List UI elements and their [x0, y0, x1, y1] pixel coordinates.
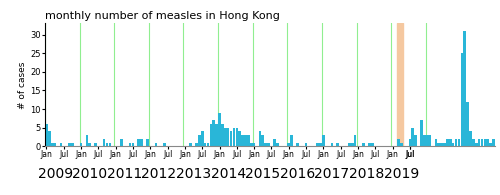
Bar: [155, 143, 158, 146]
Bar: [458, 139, 460, 146]
Bar: [408, 139, 411, 146]
Bar: [258, 131, 261, 146]
Bar: [400, 143, 402, 146]
Bar: [414, 135, 417, 146]
Bar: [412, 128, 414, 146]
Bar: [238, 131, 241, 146]
Bar: [204, 143, 206, 146]
Bar: [54, 143, 56, 146]
Bar: [103, 139, 106, 146]
Bar: [132, 143, 134, 146]
Bar: [490, 143, 492, 146]
Bar: [362, 143, 365, 146]
Bar: [464, 31, 466, 146]
Bar: [296, 143, 298, 146]
Bar: [434, 139, 437, 146]
Bar: [140, 139, 143, 146]
Bar: [480, 139, 484, 146]
Bar: [397, 139, 400, 146]
Bar: [484, 139, 486, 146]
Text: monthly number of measles in Hong Kong: monthly number of measles in Hong Kong: [45, 11, 280, 21]
Bar: [426, 135, 428, 146]
Bar: [429, 135, 432, 146]
Bar: [48, 131, 50, 146]
Bar: [469, 131, 472, 146]
Bar: [478, 139, 480, 146]
Bar: [460, 53, 463, 146]
Bar: [230, 131, 232, 146]
Bar: [268, 143, 270, 146]
Bar: [129, 143, 132, 146]
Bar: [164, 143, 166, 146]
Y-axis label: # of cases: # of cases: [18, 61, 28, 108]
Bar: [348, 143, 350, 146]
Bar: [80, 143, 82, 146]
Bar: [236, 128, 238, 146]
Bar: [247, 135, 250, 146]
Bar: [68, 143, 71, 146]
Bar: [438, 143, 440, 146]
Bar: [452, 143, 454, 146]
Bar: [336, 143, 339, 146]
Bar: [94, 143, 97, 146]
Bar: [253, 143, 256, 146]
Bar: [60, 143, 62, 146]
Bar: [420, 120, 422, 146]
Bar: [201, 131, 203, 146]
Bar: [198, 135, 200, 146]
Bar: [250, 143, 252, 146]
Bar: [146, 139, 148, 146]
Bar: [486, 139, 489, 146]
Bar: [455, 139, 458, 146]
Bar: [244, 135, 247, 146]
Bar: [221, 124, 224, 146]
Bar: [86, 135, 88, 146]
Bar: [368, 143, 371, 146]
Bar: [305, 143, 308, 146]
Bar: [108, 143, 111, 146]
Bar: [322, 135, 324, 146]
Bar: [371, 143, 374, 146]
Bar: [290, 135, 293, 146]
Bar: [475, 143, 478, 146]
Bar: [276, 143, 278, 146]
Bar: [106, 143, 108, 146]
Bar: [446, 139, 448, 146]
Bar: [466, 102, 469, 146]
Bar: [212, 120, 215, 146]
Bar: [242, 135, 244, 146]
Bar: [232, 128, 235, 146]
Bar: [206, 143, 210, 146]
Bar: [423, 135, 426, 146]
Bar: [273, 139, 276, 146]
Bar: [262, 135, 264, 146]
Bar: [354, 135, 356, 146]
Bar: [443, 143, 446, 146]
Bar: [264, 143, 267, 146]
Bar: [71, 143, 74, 146]
Bar: [319, 143, 322, 146]
Bar: [397, 23, 402, 146]
Bar: [138, 139, 140, 146]
Bar: [224, 128, 226, 146]
Bar: [51, 143, 54, 146]
Bar: [88, 143, 91, 146]
Bar: [316, 143, 319, 146]
Bar: [492, 139, 495, 146]
Bar: [120, 139, 122, 146]
Bar: [351, 143, 354, 146]
Bar: [472, 139, 474, 146]
Bar: [440, 143, 443, 146]
Bar: [210, 124, 212, 146]
Bar: [195, 143, 198, 146]
Bar: [218, 113, 221, 146]
Bar: [190, 143, 192, 146]
Bar: [216, 124, 218, 146]
Bar: [288, 143, 290, 146]
Bar: [330, 143, 334, 146]
Bar: [227, 128, 230, 146]
Bar: [45, 124, 48, 146]
Bar: [449, 139, 452, 146]
